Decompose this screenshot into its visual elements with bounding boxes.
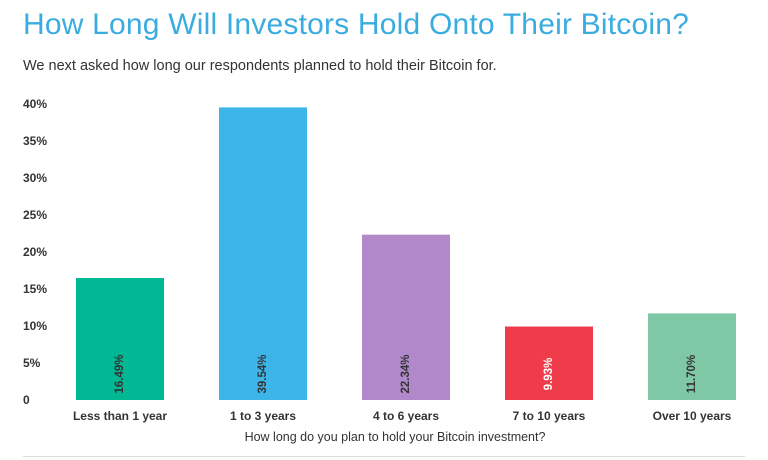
- data-label: 11.70%: [686, 355, 698, 393]
- y-tick-label: 20%: [23, 245, 47, 259]
- y-tick-label: 40%: [23, 97, 47, 111]
- data-label: 16.49%: [114, 354, 126, 393]
- x-tick-label: 7 to 10 years: [513, 409, 586, 423]
- x-axis-title: How long do you plan to hold your Bitcoi…: [245, 430, 546, 444]
- y-tick-label: 25%: [23, 208, 47, 222]
- data-label: 39.54%: [257, 354, 269, 393]
- data-label: 9.93%: [543, 358, 555, 391]
- bottom-divider: [23, 456, 745, 457]
- y-tick-label: 10%: [23, 319, 47, 333]
- x-tick-label: Less than 1 year: [73, 409, 167, 423]
- y-tick-label: 30%: [23, 171, 47, 185]
- data-label: 22.34%: [400, 354, 412, 393]
- chart-title: How Long Will Investors Hold Onto Their …: [23, 8, 689, 41]
- bar: [505, 326, 593, 400]
- bar: [76, 277, 164, 400]
- y-tick-label: 35%: [23, 134, 47, 148]
- chart-subtitle: We next asked how long our respondents p…: [23, 58, 497, 74]
- x-tick-label: 4 to 6 years: [373, 409, 439, 423]
- x-tick-label: 1 to 3 years: [230, 409, 296, 423]
- y-tick-label: 0: [23, 393, 30, 407]
- bar: [362, 234, 450, 400]
- x-tick-label: Over 10 years: [653, 409, 732, 423]
- y-tick-label: 15%: [23, 282, 47, 296]
- y-tick-label: 5%: [23, 356, 41, 370]
- bar: [219, 107, 307, 401]
- bar: [648, 313, 736, 400]
